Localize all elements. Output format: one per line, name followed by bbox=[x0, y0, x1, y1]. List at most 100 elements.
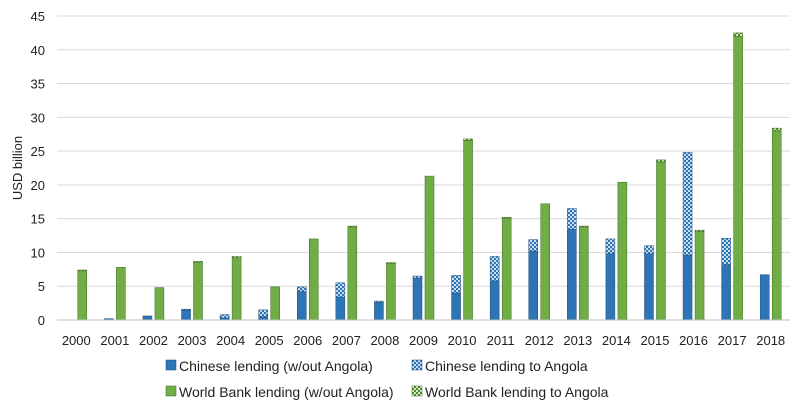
bar-china bbox=[142, 315, 153, 321]
legend-label: Chinese lending to Angola bbox=[425, 358, 588, 374]
y-tick-label: 30 bbox=[31, 110, 45, 125]
x-tick-label: 2011 bbox=[487, 333, 515, 348]
bar-worldbank bbox=[193, 262, 203, 321]
bar-worldbank bbox=[694, 231, 705, 321]
x-tick-label: 2002 bbox=[139, 333, 168, 348]
bar-worldbank bbox=[193, 260, 203, 263]
bar-worldbank bbox=[309, 238, 319, 321]
bar-china bbox=[181, 308, 191, 311]
gridlines bbox=[57, 15, 790, 287]
bar-china bbox=[489, 256, 500, 282]
x-tick-label: 2005 bbox=[255, 333, 284, 348]
x-tick-label: 2009 bbox=[409, 333, 438, 348]
y-tick-label: 25 bbox=[31, 144, 45, 159]
legend-swatch bbox=[411, 385, 423, 397]
x-tick-label: 2013 bbox=[563, 333, 592, 348]
bar-china bbox=[721, 264, 731, 321]
bar-china bbox=[412, 277, 423, 321]
y-tick-label: 10 bbox=[31, 245, 45, 260]
bar-china bbox=[181, 309, 191, 321]
y-tick-label: 35 bbox=[31, 77, 45, 92]
bars bbox=[77, 32, 782, 321]
x-tick-label: 2012 bbox=[525, 333, 554, 348]
legend-swatch bbox=[165, 359, 177, 371]
bar-worldbank bbox=[231, 256, 242, 259]
bar-china bbox=[644, 253, 654, 321]
bar-worldbank bbox=[116, 267, 126, 321]
axes: 0 5 10 15 20 25 30 35 40 45 2000 2001 2002 2003 2004 20… bbox=[31, 9, 790, 348]
bar-worldbank bbox=[540, 203, 550, 321]
x-tick-label: 2003 bbox=[178, 333, 207, 348]
bar-worldbank bbox=[463, 138, 473, 141]
bar-worldbank bbox=[270, 286, 280, 321]
y-tick-label: 0 bbox=[38, 313, 45, 328]
x-tick-label: 2008 bbox=[370, 333, 399, 348]
y-tick-label: 45 bbox=[31, 9, 45, 24]
bar-china bbox=[567, 229, 577, 321]
bar-china bbox=[682, 254, 693, 321]
bar-china bbox=[489, 280, 500, 321]
bar-worldbank bbox=[733, 32, 743, 37]
bar-china bbox=[605, 253, 616, 321]
bar-worldbank bbox=[231, 257, 242, 321]
bar-china bbox=[258, 316, 268, 321]
bar-worldbank bbox=[501, 217, 512, 321]
bar-china bbox=[567, 208, 577, 230]
bar-worldbank bbox=[424, 175, 435, 321]
x-tick-label: 2017 bbox=[718, 333, 747, 348]
bar-worldbank bbox=[694, 229, 705, 232]
bar-china bbox=[451, 275, 461, 294]
bar-china bbox=[258, 309, 268, 317]
bar-china bbox=[644, 245, 654, 255]
x-tick-label: 2007 bbox=[332, 333, 361, 348]
bar-china bbox=[528, 250, 538, 321]
bar-worldbank bbox=[656, 161, 666, 321]
bar-china bbox=[451, 292, 461, 321]
bar-worldbank bbox=[77, 270, 88, 321]
bar-china bbox=[605, 238, 616, 255]
bar-worldbank bbox=[579, 225, 589, 228]
y-tick-label: 15 bbox=[31, 212, 45, 227]
legend-swatch bbox=[411, 359, 423, 371]
bar-china bbox=[759, 274, 770, 321]
y-axis-title: USD billion bbox=[10, 136, 25, 200]
bar-china bbox=[374, 302, 384, 321]
y-tick-label: 5 bbox=[38, 279, 45, 294]
bar-china bbox=[412, 275, 423, 279]
bar-worldbank bbox=[733, 36, 743, 321]
x-tick-label: 2015 bbox=[641, 333, 670, 348]
bar-worldbank bbox=[347, 225, 358, 228]
bar-worldbank bbox=[501, 217, 512, 219]
legend: Chinese lending (w/out Angola) Chinese le… bbox=[165, 358, 609, 400]
bar-worldbank bbox=[154, 287, 165, 321]
bar-worldbank bbox=[617, 181, 628, 321]
x-tick-label: 2010 bbox=[448, 333, 477, 348]
bar-worldbank bbox=[463, 140, 473, 321]
x-tick-label: 2014 bbox=[602, 333, 631, 348]
bar-china bbox=[721, 238, 731, 265]
y-tick-label: 40 bbox=[31, 43, 45, 58]
legend-label: Chinese lending (w/out Angola) bbox=[179, 358, 373, 374]
x-tick-label: 2000 bbox=[62, 333, 91, 348]
bar-worldbank bbox=[386, 262, 396, 264]
x-tick-label: 2018 bbox=[756, 333, 785, 348]
legend-swatch bbox=[165, 385, 177, 397]
bar-worldbank bbox=[77, 269, 88, 272]
x-tick-label: 2001 bbox=[100, 333, 129, 348]
bar-worldbank bbox=[386, 263, 396, 321]
x-tick-label: 2004 bbox=[216, 333, 245, 348]
bar-china bbox=[297, 291, 307, 321]
bar-china bbox=[335, 282, 346, 298]
legend-label: World Bank lending (w/out Angola) bbox=[179, 384, 394, 400]
bar-china bbox=[374, 300, 384, 303]
x-tick-label: 2016 bbox=[679, 333, 708, 348]
bar-worldbank bbox=[347, 226, 358, 321]
bar-worldbank bbox=[771, 130, 782, 321]
x-tick-label: 2006 bbox=[293, 333, 322, 348]
bar-worldbank bbox=[656, 159, 666, 163]
bar-china bbox=[528, 239, 538, 252]
bar-china bbox=[219, 314, 230, 319]
bar-china bbox=[297, 286, 307, 292]
bar-china bbox=[335, 296, 346, 321]
